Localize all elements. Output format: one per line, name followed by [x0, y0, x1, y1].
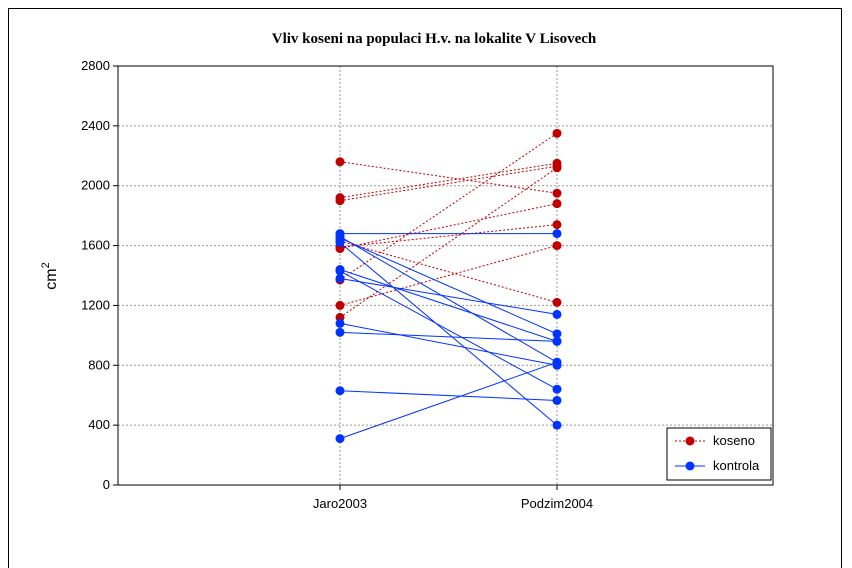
data-point [552, 336, 562, 346]
data-point [552, 384, 562, 394]
data-point [552, 420, 562, 430]
series-line [339, 390, 558, 401]
x-tick-label: Jaro2003 [313, 496, 367, 511]
data-point [335, 318, 345, 328]
chart-title: Vliv koseni na populaci H.v. na lokalite… [272, 31, 597, 47]
legend-box [666, 427, 772, 481]
data-point [335, 386, 345, 396]
y-tick-label: 2800 [81, 58, 110, 73]
series-line [339, 224, 558, 248]
series-line [339, 162, 558, 199]
series-line [339, 240, 558, 303]
legend-marker [685, 461, 695, 471]
data-point [335, 157, 345, 167]
y-tick-label: 2000 [81, 178, 110, 193]
series-line [339, 361, 558, 440]
data-point [552, 229, 562, 239]
y-tick-label: 0 [103, 477, 110, 492]
data-point [335, 434, 345, 444]
series-layer [335, 128, 562, 444]
plot-area [117, 65, 774, 486]
data-point [552, 329, 562, 339]
series-line [339, 277, 558, 315]
series-line [339, 237, 558, 335]
data-point [335, 196, 345, 206]
data-point [552, 395, 562, 405]
y-tick-label: 1200 [81, 297, 110, 312]
series-line [339, 245, 558, 306]
series-line [339, 161, 558, 194]
legend: koseno kontrola [666, 427, 772, 481]
series-line [339, 165, 558, 202]
grid [118, 66, 773, 485]
series-line [339, 167, 558, 318]
y-tick-label: 2400 [81, 118, 110, 133]
data-point [552, 241, 562, 251]
data-point [552, 309, 562, 319]
data-point [552, 188, 562, 198]
series-line [339, 203, 558, 250]
legend-marker [685, 436, 695, 446]
series-line [339, 270, 558, 390]
data-point [335, 238, 345, 248]
series-line [339, 269, 558, 342]
data-point [552, 199, 562, 209]
data-point [552, 128, 562, 138]
series-line [339, 242, 558, 426]
series-line [339, 132, 558, 281]
y-axis: 0 400 800 1200 1600 2000 2400 2800 [81, 58, 118, 492]
y-tick-label: 800 [88, 357, 110, 372]
data-point [552, 163, 562, 173]
data-point [335, 300, 345, 310]
series-line [339, 322, 558, 366]
legend-label: kontrola [713, 458, 760, 473]
data-point [335, 266, 345, 276]
data-point [335, 327, 345, 337]
series-line [339, 331, 558, 342]
series-kontrola [335, 229, 562, 444]
x-tick-label: Podzim2004 [521, 496, 593, 511]
y-tick-label: 400 [88, 417, 110, 432]
series-koseno [335, 128, 562, 322]
y-tick-label: 1600 [81, 238, 110, 253]
chart-frame [8, 8, 842, 568]
data-point [335, 273, 345, 283]
x-axis: Jaro2003 Podzim2004 [313, 485, 593, 511]
data-point [552, 357, 562, 367]
series-line [339, 236, 558, 363]
data-point [552, 220, 562, 230]
legend-label: koseno [713, 433, 755, 448]
data-point [552, 297, 562, 307]
y-axis-label: cm2 [40, 262, 60, 289]
